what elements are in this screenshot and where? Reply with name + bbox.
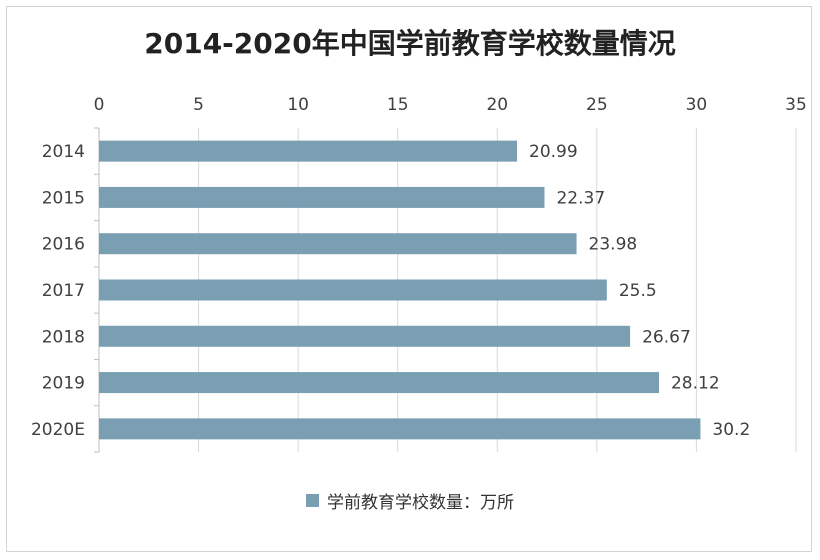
- data-label: 25.5: [619, 281, 657, 301]
- data-label: 22.37: [556, 188, 605, 208]
- data-label: 30.2: [712, 420, 750, 440]
- bar: [99, 233, 577, 255]
- legend-label: 学前教育学校数量：万所: [327, 493, 514, 513]
- data-label: 20.99: [529, 142, 578, 162]
- chart-frame: [6, 6, 812, 552]
- x-tick-label: 20: [486, 95, 508, 115]
- x-tick-label: 15: [387, 95, 409, 115]
- bar: [99, 325, 631, 347]
- y-tick-label: 2017: [42, 281, 85, 301]
- y-tick-label: 2018: [42, 327, 85, 347]
- y-tick-label: 2015: [42, 188, 85, 208]
- bar: [99, 372, 659, 394]
- data-label: 23.98: [589, 235, 638, 255]
- x-tick-label: 25: [586, 95, 608, 115]
- x-tick-label: 35: [785, 95, 807, 115]
- bar: [99, 140, 518, 162]
- y-tick-label: 2020E: [31, 420, 85, 440]
- data-label: 26.67: [642, 327, 691, 347]
- y-tick-label: 2014: [42, 142, 85, 162]
- bar: [99, 279, 607, 301]
- x-tick-label: 10: [287, 95, 309, 115]
- bar: [99, 418, 701, 440]
- y-tick-label: 2019: [42, 374, 85, 394]
- y-tick-label: 2016: [42, 235, 85, 255]
- legend: 学前教育学校数量：万所: [0, 488, 820, 513]
- chart-title: 2014-2020年中国学前教育学校数量情况: [144, 27, 676, 60]
- x-tick-label: 5: [193, 95, 204, 115]
- legend-swatch: [306, 494, 319, 507]
- data-label: 28.12: [671, 374, 720, 394]
- bar: [99, 186, 545, 208]
- x-tick-label: 30: [686, 95, 708, 115]
- x-tick-label: 0: [94, 95, 105, 115]
